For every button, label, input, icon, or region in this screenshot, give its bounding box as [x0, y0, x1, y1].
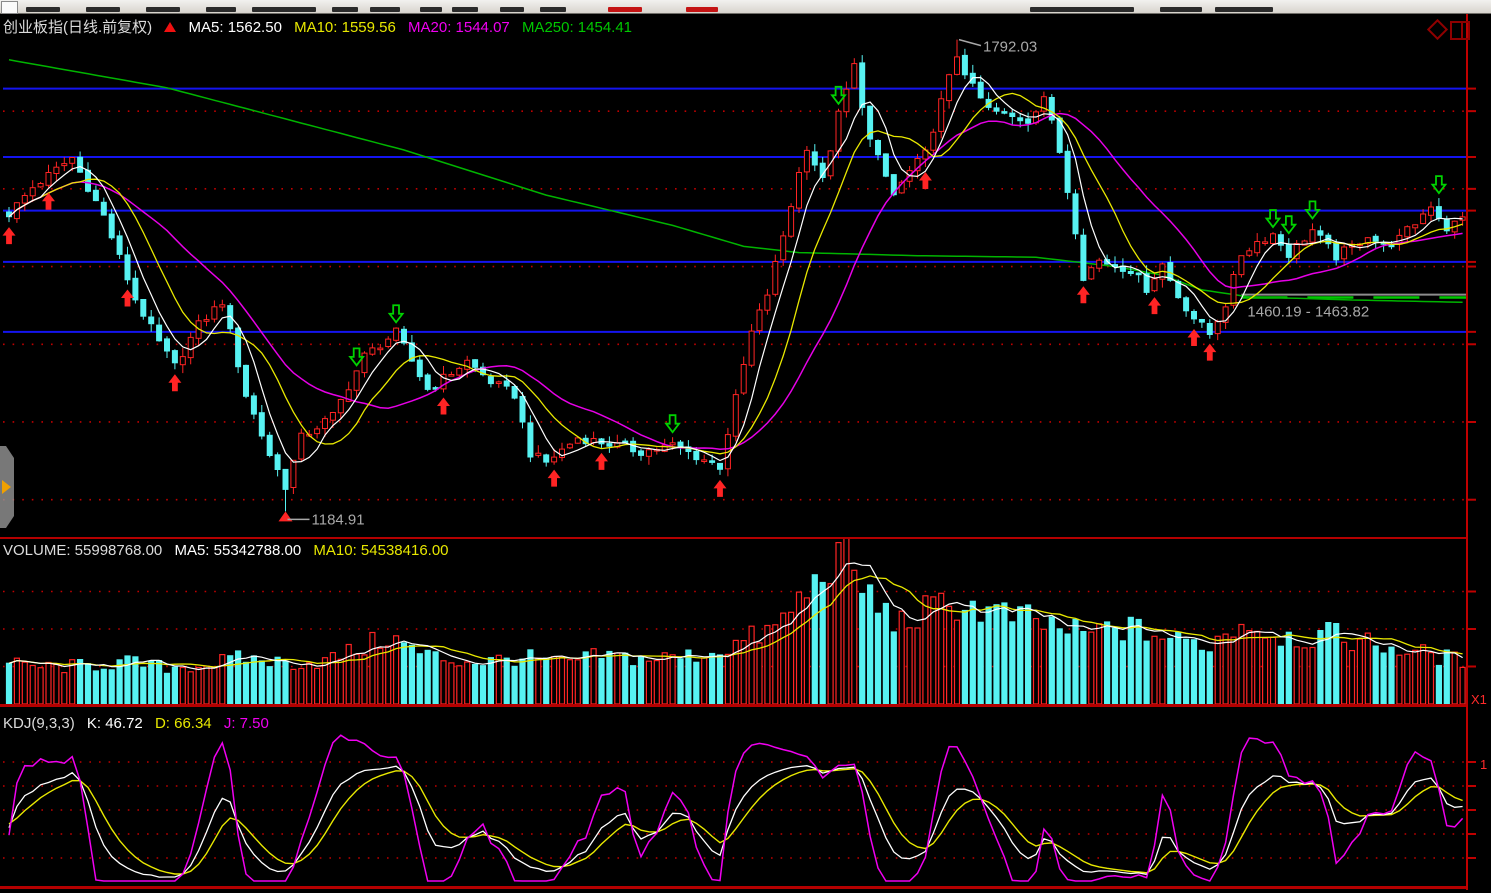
kdj-indicator-chart[interactable] [0, 709, 1491, 891]
menu-item-clipped[interactable] [1030, 7, 1134, 12]
menu-item-clipped[interactable] [540, 7, 566, 12]
menubar [0, 0, 1491, 14]
ma250-legend: MA250: 1454.41 [521, 19, 633, 36]
volume-chart[interactable] [0, 539, 1491, 705]
kdj-title: KDJ(9,3,3) [3, 715, 75, 732]
ma20-legend: MA20: 1544.07 [408, 19, 510, 36]
kdj-j-value: J: 7.50 [223, 715, 269, 732]
menu-item-clipped[interactable] [252, 7, 316, 12]
menu-item-clipped[interactable] [206, 7, 236, 12]
menu-item-clipped[interactable] [500, 7, 524, 12]
menu-item-clipped[interactable] [86, 7, 120, 12]
volume-value: VOLUME: 55998768.00 [3, 542, 163, 559]
menu-item-clipped[interactable] [146, 7, 180, 12]
volume-scale-label: X1 [1471, 692, 1487, 707]
symbol-title: 创业板指(日线.前复权) [3, 19, 153, 36]
svg-text:1184.91: 1184.91 [312, 511, 365, 528]
menu-item-clipped[interactable] [370, 7, 400, 12]
menu-item-clipped[interactable] [608, 7, 642, 12]
menu-item-clipped[interactable] [686, 7, 718, 12]
kdj-axis-label: 1 [1480, 757, 1488, 772]
split-window-icon[interactable] [1450, 21, 1470, 40]
up-arrow-icon [164, 22, 177, 32]
kdj-k-value: K: 46.72 [86, 715, 143, 732]
kdj-d-value: D: 66.34 [154, 715, 212, 732]
menu-item-clipped[interactable] [26, 7, 60, 12]
panel-separator [0, 886, 1468, 889]
main-price-chart[interactable]: 1460.19 - 1463.82 1792.03 1184.91 [0, 14, 1491, 537]
price-axis-line [1466, 14, 1468, 890]
menu-item-clipped[interactable] [452, 7, 478, 12]
menu-item-clipped[interactable] [332, 7, 358, 12]
volume-ma5-value: MA5: 55342788.00 [174, 542, 302, 559]
kdj-legend: KDJ(9,3,3) K: 46.72 D: 66.34 J: 7.50 [3, 715, 277, 732]
panel-separator [0, 537, 1468, 539]
volume-ma10-value: MA10: 54538416.00 [313, 542, 449, 559]
expand-arrow-icon [2, 480, 11, 494]
main-chart-legend: 创业板指(日线.前复权) MA5: 1562.50 MA10: 1559.56 … [3, 16, 640, 37]
svg-text:1792.03: 1792.03 [983, 39, 1037, 56]
ma10-legend: MA10: 1559.56 [294, 19, 396, 36]
menu-item-clipped[interactable] [1215, 7, 1273, 12]
ma5-legend: MA5: 1562.50 [188, 19, 282, 36]
panel-separator [0, 704, 1468, 707]
svg-text:1460.19 - 1463.82: 1460.19 - 1463.82 [1247, 304, 1369, 321]
menu-item-clipped[interactable] [420, 7, 442, 12]
menu-item-clipped[interactable] [1160, 7, 1202, 12]
app-icon[interactable] [1, 1, 18, 14]
sidebar-expand-handle[interactable] [0, 446, 14, 528]
volume-legend: VOLUME: 55998768.00 MA5: 55342788.00 MA1… [3, 542, 457, 559]
